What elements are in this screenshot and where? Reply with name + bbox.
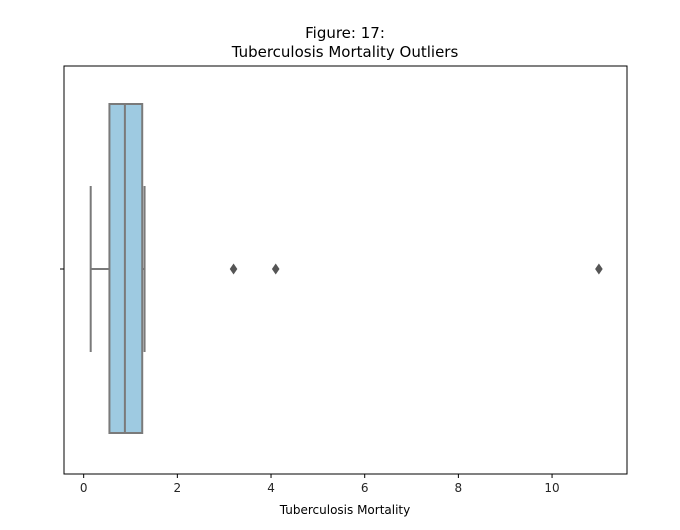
plot-area: 0 2 4 6 8 10 [60,65,628,495]
x-tick-label: 4 [267,481,275,495]
chart-title-line-1: Figure: 17: [305,24,385,42]
plot-frame [63,65,628,475]
outlier-point [229,263,238,275]
outlier-point [595,263,603,275]
chart-title-line-2: Tuberculosis Mortality Outliers [231,43,459,61]
x-axis-label: Tuberculosis Mortality [279,503,410,517]
x-tick-label: 6 [361,481,369,495]
x-tick-label: 8 [455,481,463,495]
outlier-point [271,263,280,275]
x-tick-label: 0 [80,481,88,495]
x-tick-label: 2 [174,481,182,495]
x-tick-label: 10 [544,481,559,495]
